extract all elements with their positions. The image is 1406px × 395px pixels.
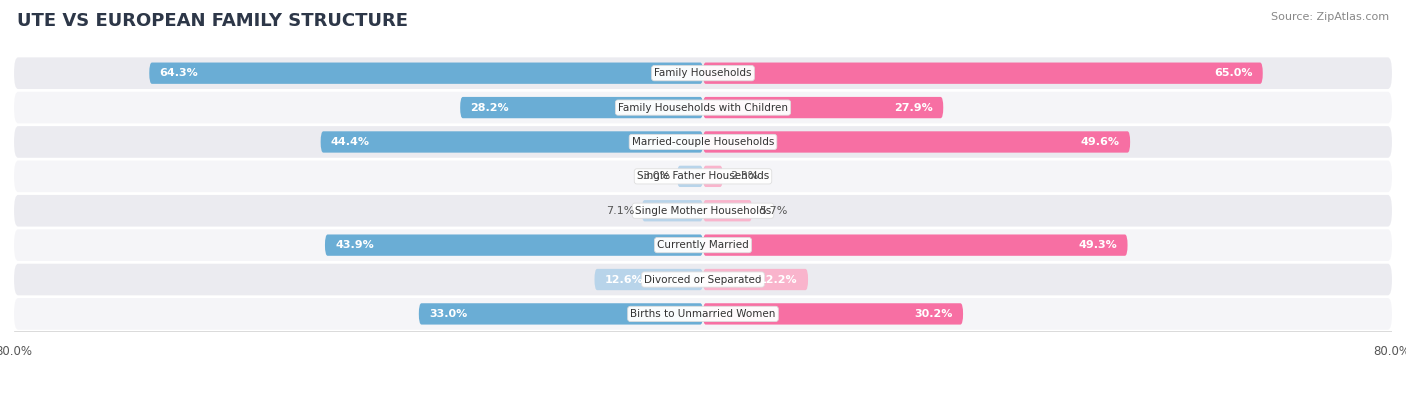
FancyBboxPatch shape bbox=[149, 62, 703, 84]
FancyBboxPatch shape bbox=[678, 166, 703, 187]
Text: 49.6%: 49.6% bbox=[1081, 137, 1119, 147]
FancyBboxPatch shape bbox=[703, 200, 752, 222]
FancyBboxPatch shape bbox=[321, 131, 703, 152]
Text: 64.3%: 64.3% bbox=[160, 68, 198, 78]
Text: Births to Unmarried Women: Births to Unmarried Women bbox=[630, 309, 776, 319]
Text: Married-couple Households: Married-couple Households bbox=[631, 137, 775, 147]
FancyBboxPatch shape bbox=[643, 200, 703, 222]
Text: 3.0%: 3.0% bbox=[643, 171, 671, 181]
Text: Source: ZipAtlas.com: Source: ZipAtlas.com bbox=[1271, 12, 1389, 22]
FancyBboxPatch shape bbox=[703, 131, 1130, 152]
Text: Currently Married: Currently Married bbox=[657, 240, 749, 250]
Text: Family Households: Family Households bbox=[654, 68, 752, 78]
Text: 30.2%: 30.2% bbox=[914, 309, 953, 319]
FancyBboxPatch shape bbox=[14, 298, 1392, 330]
Text: 7.1%: 7.1% bbox=[606, 206, 636, 216]
FancyBboxPatch shape bbox=[325, 235, 703, 256]
Text: 65.0%: 65.0% bbox=[1213, 68, 1253, 78]
Text: Divorced or Separated: Divorced or Separated bbox=[644, 275, 762, 284]
FancyBboxPatch shape bbox=[595, 269, 703, 290]
Text: 2.3%: 2.3% bbox=[730, 171, 758, 181]
Text: 33.0%: 33.0% bbox=[429, 309, 467, 319]
Text: Single Mother Households: Single Mother Households bbox=[636, 206, 770, 216]
FancyBboxPatch shape bbox=[703, 166, 723, 187]
FancyBboxPatch shape bbox=[703, 97, 943, 118]
Text: 12.6%: 12.6% bbox=[605, 275, 644, 284]
FancyBboxPatch shape bbox=[14, 264, 1392, 295]
FancyBboxPatch shape bbox=[14, 92, 1392, 123]
FancyBboxPatch shape bbox=[14, 57, 1392, 89]
FancyBboxPatch shape bbox=[460, 97, 703, 118]
FancyBboxPatch shape bbox=[14, 229, 1392, 261]
Text: 43.9%: 43.9% bbox=[335, 240, 374, 250]
Text: 44.4%: 44.4% bbox=[330, 137, 370, 147]
FancyBboxPatch shape bbox=[703, 269, 808, 290]
Text: 27.9%: 27.9% bbox=[894, 103, 934, 113]
Text: 49.3%: 49.3% bbox=[1078, 240, 1118, 250]
FancyBboxPatch shape bbox=[14, 195, 1392, 227]
Legend: Ute, European: Ute, European bbox=[630, 392, 776, 395]
FancyBboxPatch shape bbox=[703, 235, 1128, 256]
Text: Single Father Households: Single Father Households bbox=[637, 171, 769, 181]
FancyBboxPatch shape bbox=[419, 303, 703, 325]
Text: UTE VS EUROPEAN FAMILY STRUCTURE: UTE VS EUROPEAN FAMILY STRUCTURE bbox=[17, 12, 408, 30]
Text: Family Households with Children: Family Households with Children bbox=[619, 103, 787, 113]
Text: 28.2%: 28.2% bbox=[471, 103, 509, 113]
FancyBboxPatch shape bbox=[703, 62, 1263, 84]
FancyBboxPatch shape bbox=[703, 303, 963, 325]
FancyBboxPatch shape bbox=[14, 126, 1392, 158]
Text: 12.2%: 12.2% bbox=[759, 275, 797, 284]
Text: 5.7%: 5.7% bbox=[759, 206, 787, 216]
FancyBboxPatch shape bbox=[14, 160, 1392, 192]
